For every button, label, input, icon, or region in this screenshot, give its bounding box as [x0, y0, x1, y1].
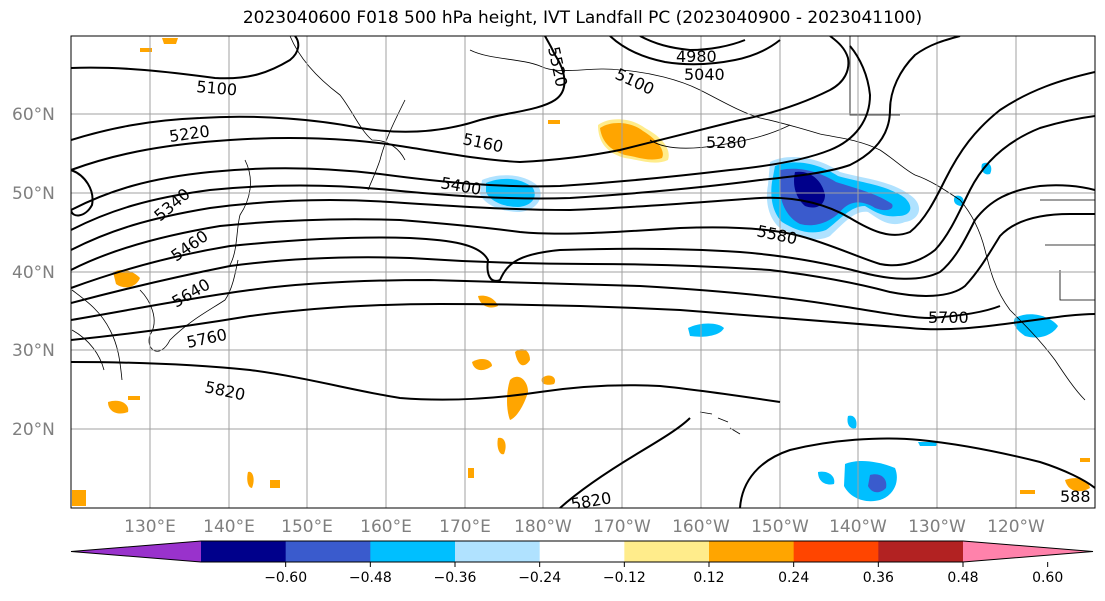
colorbar-tick-label: −0.24 — [518, 570, 561, 586]
contour-label-5040: 5040 — [684, 65, 725, 84]
height-contours — [71, 36, 1095, 508]
colorbar-tick-label: 0.36 — [863, 570, 894, 586]
colorbar-segment — [539, 541, 625, 562]
colorbar-segment — [878, 541, 964, 562]
contour-label-5700: 5700 — [928, 308, 969, 327]
colorbar-tick-label: 0.24 — [778, 570, 809, 586]
colorbar-extend-low — [71, 541, 201, 562]
lat-label-30n: 30°N — [12, 341, 55, 361]
lon-label-160e: 160°E — [360, 517, 412, 537]
lon-label-170e: 170°E — [439, 517, 491, 537]
colorbar-segment — [709, 541, 795, 562]
lat-label-20n: 20°N — [12, 420, 55, 440]
colorbar-tick-label: −0.36 — [434, 570, 477, 586]
contour-label-5820-south: 5820 — [569, 488, 612, 514]
colorbar-segment — [793, 541, 879, 562]
colorbar-extend-high — [963, 541, 1093, 562]
colorbar-tick-label: −0.60 — [264, 570, 307, 586]
colorbar-tick-label: 0.48 — [947, 570, 978, 586]
longitude-labels: 130°E 140°E 150°E 160°E 170°E 180°W 170°… — [124, 517, 1045, 537]
colorbar-tick-label: 0.12 — [693, 570, 724, 586]
lat-label-50n: 50°N — [12, 184, 55, 204]
map-area: 5100 5220 5160 5340 5400 5460 5520 5640 … — [71, 36, 1095, 514]
colorbar-tick-label: −0.12 — [603, 570, 646, 586]
contour-label-5280: 5280 — [706, 133, 747, 152]
map-title: 2023040600 F018 500 hPa height, IVT Land… — [242, 8, 923, 28]
colorbar-segment — [624, 541, 710, 562]
lon-label-160w: 160°W — [672, 517, 730, 537]
lon-label-130w: 130°W — [908, 517, 966, 537]
contour-label-4980: 4980 — [676, 47, 717, 66]
colorbar-outline — [70, 540, 1094, 563]
lon-label-180w: 180°W — [514, 517, 572, 537]
lon-label-170w: 170°W — [593, 517, 651, 537]
lon-label-130e: 130°E — [124, 517, 176, 537]
coastlines — [71, 36, 1095, 435]
lon-label-140w: 140°W — [829, 517, 887, 537]
colorbar-segment — [455, 541, 541, 562]
map-frame — [70, 35, 1096, 509]
lat-label-40n: 40°N — [12, 263, 55, 283]
colorbar-segment — [285, 541, 371, 562]
latitude-labels: 60°N 50°N 40°N 30°N 20°N — [12, 105, 55, 440]
lat-label-60n: 60°N — [12, 105, 55, 125]
lon-label-150w: 150°W — [751, 517, 809, 537]
lon-label-120w: 120°W — [987, 517, 1045, 537]
colorbar-tick-label: 0.60 — [1032, 570, 1063, 586]
colorbar-segment — [201, 541, 287, 562]
colorbar-segment — [370, 541, 456, 562]
lon-label-150e: 150°E — [281, 517, 333, 537]
colorbar: −0.60 −0.48 −0.36 −0.24 −0.12 0.12 0.24 0.36 0.4… — [70, 540, 1094, 586]
contour-label-588: 588 — [1060, 487, 1091, 506]
lon-label-140e: 140°E — [203, 517, 255, 537]
colorbar-tick-label: −0.48 — [349, 570, 392, 586]
contour-label-5100-west: 5100 — [196, 77, 238, 99]
